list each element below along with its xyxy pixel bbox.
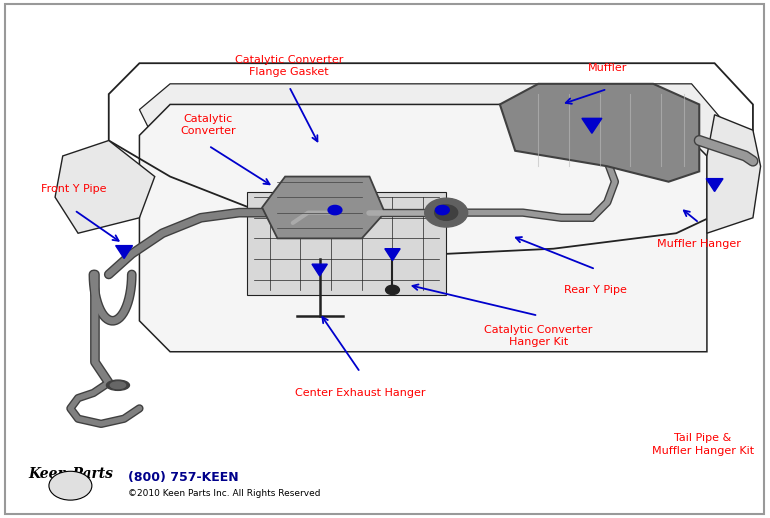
Ellipse shape	[106, 380, 129, 391]
Polygon shape	[385, 249, 400, 261]
Ellipse shape	[110, 382, 126, 388]
Text: Catalytic Converter
Flange Gasket: Catalytic Converter Flange Gasket	[235, 54, 343, 77]
Text: (800) 757-KEEN: (800) 757-KEEN	[128, 471, 239, 484]
Text: Muffler Hanger: Muffler Hanger	[658, 239, 742, 249]
Text: Center Exhaust Hanger: Center Exhaust Hanger	[295, 388, 426, 398]
Polygon shape	[312, 264, 327, 276]
Text: Catalytic
Converter: Catalytic Converter	[181, 114, 236, 136]
Circle shape	[425, 198, 467, 227]
Circle shape	[436, 206, 449, 214]
Polygon shape	[706, 179, 723, 192]
Text: Keen Parts: Keen Parts	[28, 467, 113, 481]
Polygon shape	[582, 118, 602, 133]
Text: ©2010 Keen Parts Inc. All Rights Reserved: ©2010 Keen Parts Inc. All Rights Reserve…	[128, 489, 320, 498]
Polygon shape	[116, 246, 132, 258]
Circle shape	[328, 206, 342, 214]
Polygon shape	[55, 140, 155, 233]
Text: Tail Pipe &
Muffler Hanger Kit: Tail Pipe & Muffler Hanger Kit	[652, 433, 754, 456]
Circle shape	[435, 205, 457, 220]
Text: Rear Y Pipe: Rear Y Pipe	[564, 285, 627, 295]
Polygon shape	[262, 177, 385, 238]
Polygon shape	[247, 192, 446, 295]
Text: Front Y Pipe: Front Y Pipe	[42, 184, 107, 194]
Polygon shape	[500, 84, 699, 182]
Text: Muffler: Muffler	[588, 63, 627, 74]
Polygon shape	[139, 105, 707, 352]
Circle shape	[386, 285, 400, 295]
Polygon shape	[707, 115, 761, 233]
Circle shape	[49, 471, 92, 500]
Polygon shape	[139, 84, 722, 228]
Text: Catalytic Converter
Hanger Kit: Catalytic Converter Hanger Kit	[484, 325, 592, 348]
